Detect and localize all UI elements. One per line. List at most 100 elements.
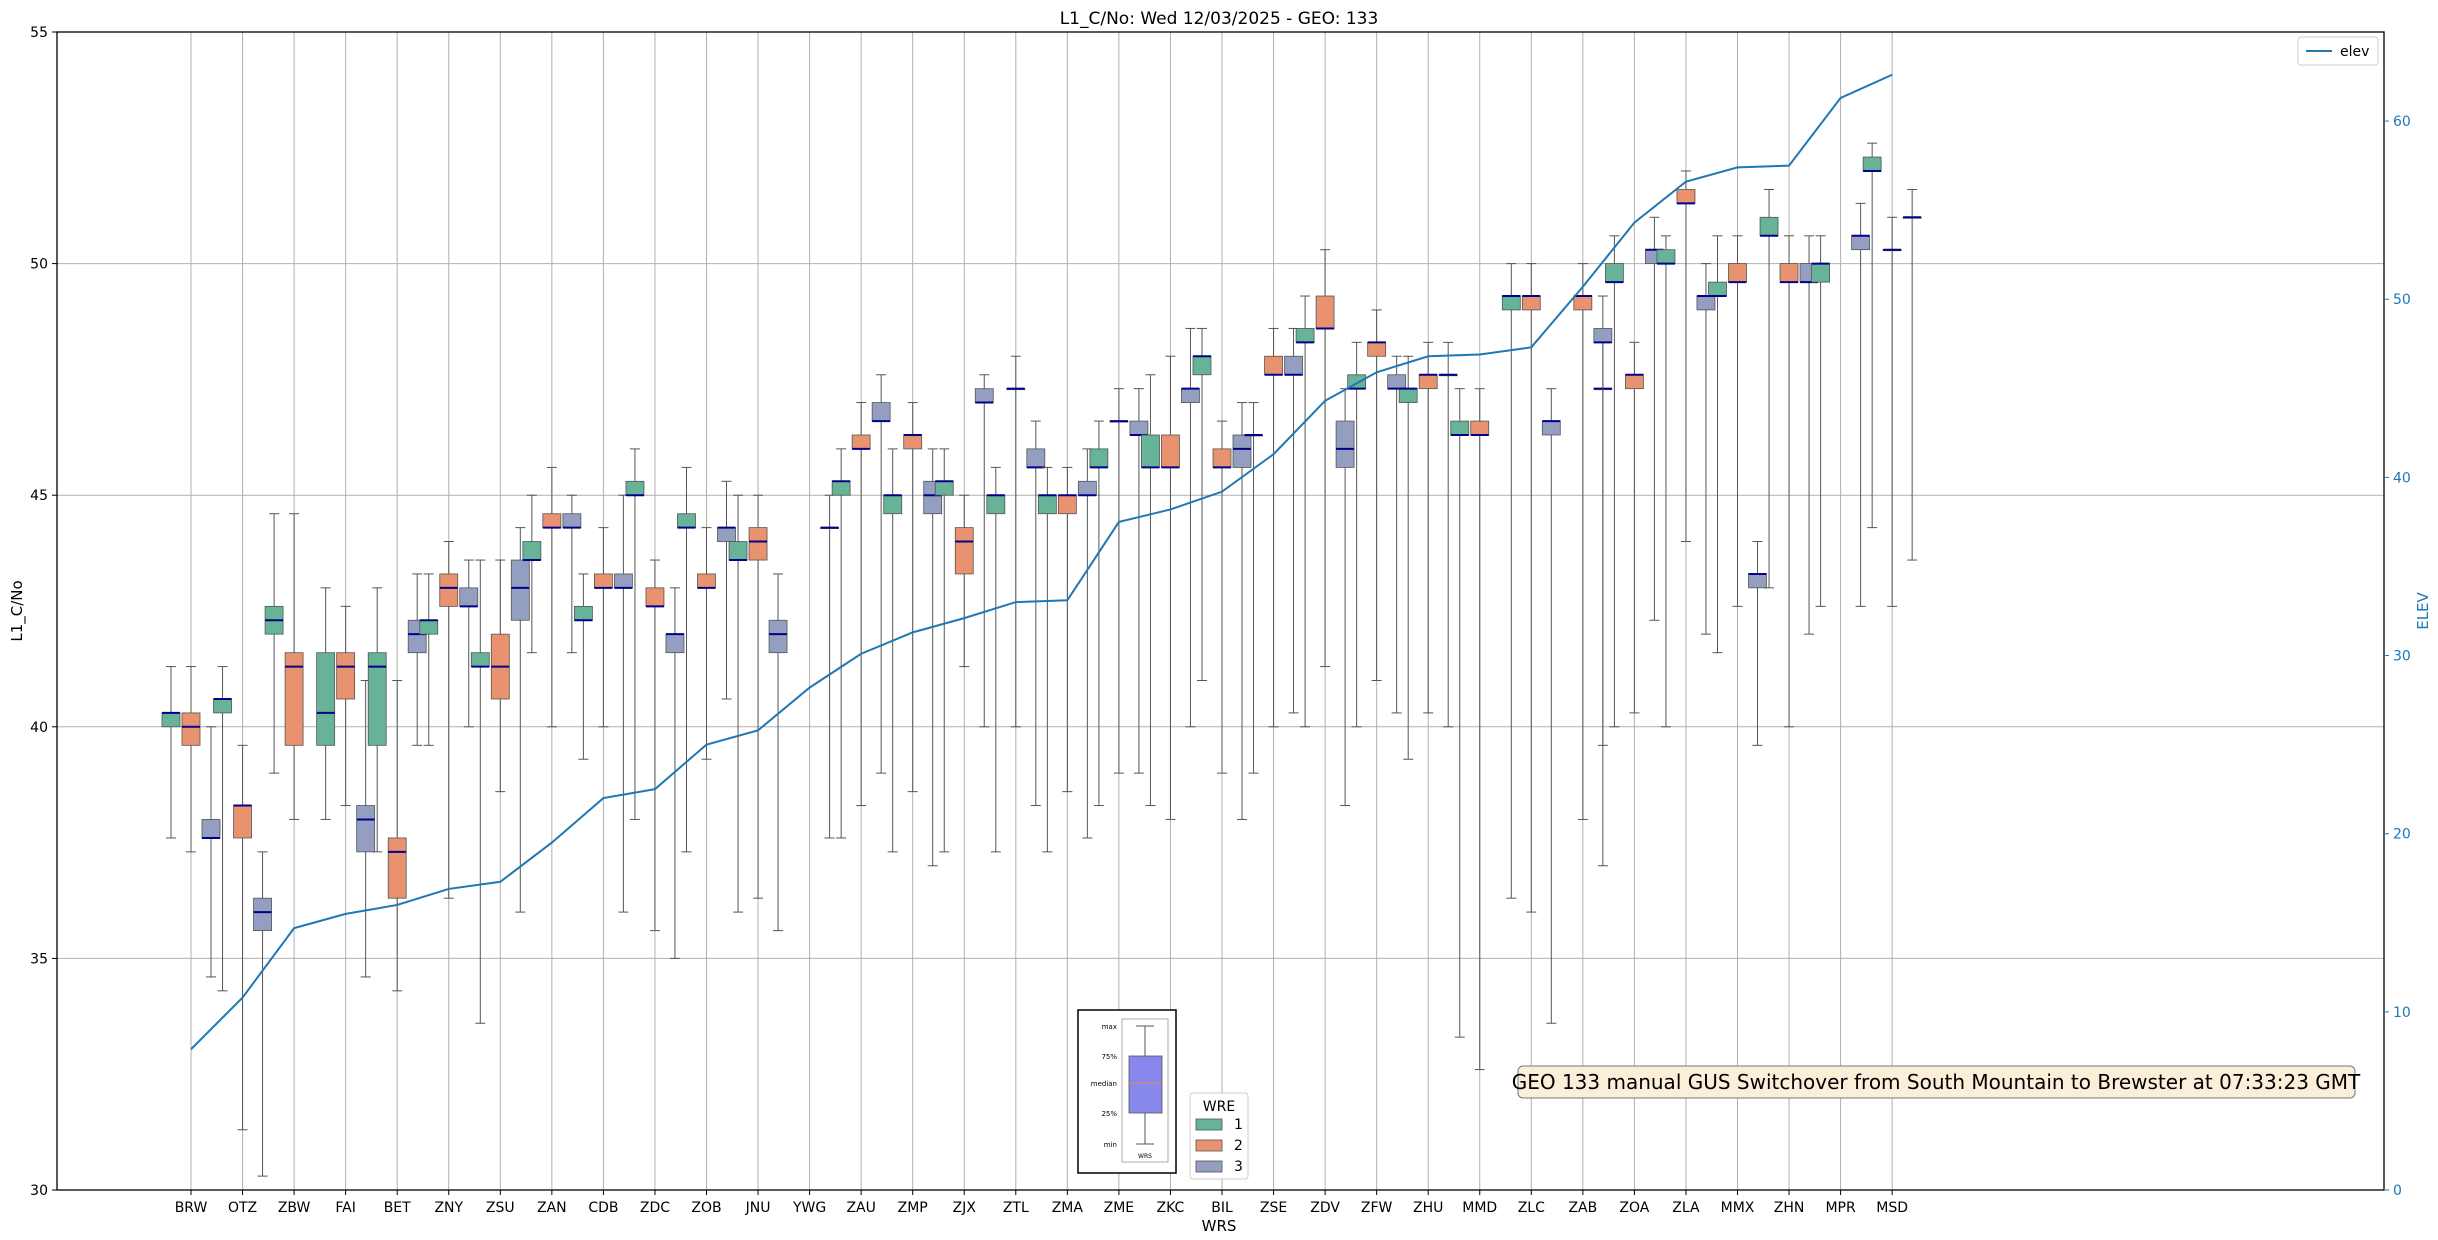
box-iqr xyxy=(1077,480,1097,496)
x-tick-label: CDB xyxy=(588,1200,618,1216)
box-zau-wre3 xyxy=(871,374,891,774)
box-zan-wre3 xyxy=(562,494,582,654)
box-iqr xyxy=(1418,374,1438,390)
box-zla-wre2 xyxy=(1676,170,1696,543)
annotation-box xyxy=(1517,1065,2356,1099)
box-fai-wre2 xyxy=(336,605,356,807)
box-zdc-wre2 xyxy=(645,559,665,932)
box-iqr xyxy=(284,652,304,746)
key-median-label: median xyxy=(1091,1080,1117,1088)
y2-tick-label: 50 xyxy=(2393,292,2411,308)
box-iqr xyxy=(1398,388,1418,403)
box-zfw-wre1 xyxy=(1347,341,1367,728)
box-iqr xyxy=(1470,420,1490,436)
x-tick-label: ZOB xyxy=(691,1200,721,1216)
box-zoa-wre1 xyxy=(1605,235,1624,728)
box-cdb-wre2 xyxy=(594,527,613,728)
x-tick-label: ZSU xyxy=(486,1200,515,1216)
box-zse-wre1 xyxy=(1244,402,1263,774)
x-tick-label: MPR xyxy=(1825,1200,1856,1216)
box-fai-wre1 xyxy=(316,587,336,820)
box-zob-wre2 xyxy=(697,527,716,760)
box-iqr xyxy=(1037,494,1057,515)
y-tick-label: 40 xyxy=(30,720,48,736)
box-zla-wre1 xyxy=(1656,235,1676,728)
box-iqr xyxy=(1521,295,1541,311)
box-iqr xyxy=(614,573,633,589)
box-zny-wre2 xyxy=(439,541,459,899)
x-tick-label: ZKC xyxy=(1157,1200,1185,1216)
box-zhu-wre2 xyxy=(1418,341,1438,714)
key-min-label: min xyxy=(1104,1141,1117,1149)
box-iqr xyxy=(459,587,479,607)
box-iqr xyxy=(336,652,356,700)
box-otz-wre3 xyxy=(253,851,272,1177)
box-zfw-wre3 xyxy=(1387,355,1407,714)
box-iqr xyxy=(986,494,1006,515)
box-iqr xyxy=(542,513,562,529)
wre-legend-frame xyxy=(1189,1092,1249,1180)
box-iqr xyxy=(1759,216,1779,237)
key-q3-label: 75% xyxy=(1101,1053,1117,1061)
box-iqr xyxy=(974,388,994,403)
box-zoa-wre3 xyxy=(1645,216,1664,621)
x-tick-label: ZDC xyxy=(640,1200,670,1216)
box-iqr xyxy=(522,541,542,561)
box-iqr xyxy=(253,897,272,932)
box-iqr xyxy=(625,480,645,496)
x-tick-label: JNU xyxy=(745,1200,771,1216)
box-zkc-wre3 xyxy=(1181,327,1200,728)
boxplot-key: max 75% median 25% min WRS xyxy=(1077,1009,1177,1174)
annotation-text: GEO 133 manual GUS Switchover from South… xyxy=(1512,1070,2361,1094)
box-zkc-wre1 xyxy=(1141,374,1160,807)
box-iqr xyxy=(1748,573,1767,589)
box-brw-wre3 xyxy=(201,726,221,978)
box-mmx-wre3 xyxy=(1748,541,1767,746)
x-tick-label: MMD xyxy=(1462,1200,1497,1216)
box-iqr xyxy=(1387,374,1407,390)
box-zhn-wre2 xyxy=(1779,235,1799,728)
box-iqr xyxy=(1026,448,1046,468)
box-zsu-wre1 xyxy=(470,559,490,1024)
wre-legend-swatch-2 xyxy=(1195,1139,1223,1152)
x-tick-label: BIL xyxy=(1211,1200,1233,1216)
chart-title: L1_C/No: Wed 12/03/2025 - GEO: 133 xyxy=(1060,9,1379,29)
y2-axis-label: ELEV xyxy=(2414,591,2432,629)
box-iqr xyxy=(1057,494,1077,515)
box-zan-wre1 xyxy=(522,494,542,654)
x-tick-label: ZHU xyxy=(1413,1200,1443,1216)
box-iqr xyxy=(1181,388,1200,403)
box-zlc-wre1 xyxy=(1501,263,1521,899)
box-iqr xyxy=(1212,448,1232,468)
box-iqr xyxy=(510,559,530,621)
axes-layer: BRW OTZ ZBW FAI BET ZNY ZSU ZAN CDB ZDC ZOB JNU YWG Z… xyxy=(30,25,2411,1216)
box-iqr xyxy=(387,837,407,899)
box-iqr xyxy=(161,712,181,728)
box-zbw-wre1 xyxy=(264,513,284,774)
box-zbw-wre2 xyxy=(284,513,304,820)
box-iqr xyxy=(1335,420,1355,468)
x-tick-label: MSD xyxy=(1876,1200,1908,1216)
y-tick-label: 45 xyxy=(30,488,48,504)
box-zmp-wre2 xyxy=(903,402,923,793)
box-zny-wre1 xyxy=(419,573,439,746)
box-ztl-wre3 xyxy=(1026,420,1046,807)
box-mmx-wre1 xyxy=(1708,235,1727,654)
key-x-label: WRS xyxy=(1138,1153,1152,1160)
box-mpr-wre1 xyxy=(1811,235,1830,607)
elev-line xyxy=(190,73,1893,1050)
box-iqr xyxy=(233,805,252,839)
box-iqr xyxy=(831,480,851,496)
box-zme-wre1 xyxy=(1089,420,1109,807)
box-iqr xyxy=(1728,263,1747,283)
box-fai-wre3 xyxy=(356,679,376,978)
box-zjx-wre2 xyxy=(954,494,974,668)
x-tick-label: ZME xyxy=(1104,1200,1135,1216)
box-iqr xyxy=(1295,328,1315,343)
box-zsu-wre2 xyxy=(490,559,510,793)
box-iqr xyxy=(1656,249,1676,264)
elev-layer xyxy=(190,73,1893,1050)
box-jnu-wre3 xyxy=(768,573,788,932)
box-iqr xyxy=(883,494,903,515)
